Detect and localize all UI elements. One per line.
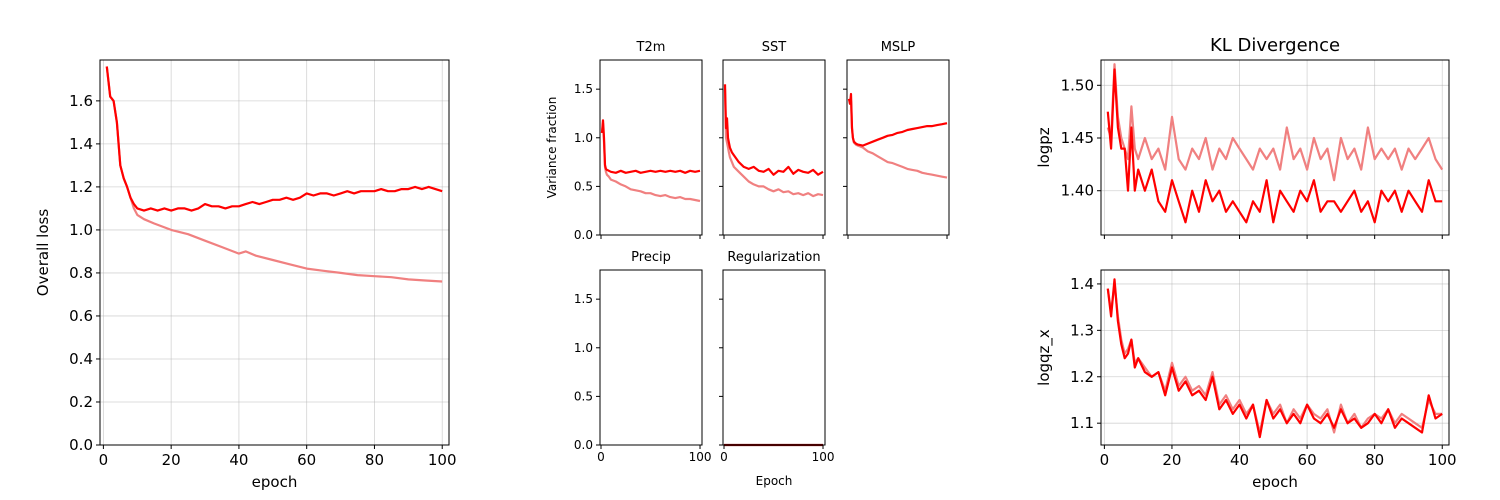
series-line-1 <box>723 84 824 176</box>
series-line-1 <box>847 92 948 147</box>
panel-title: T2m <box>636 40 666 55</box>
y-tick-label: 0.0 <box>574 228 593 242</box>
y-tick-label: 1.3 <box>1070 321 1094 339</box>
series-line-0 <box>1106 63 1444 182</box>
series-line-1 <box>105 66 443 212</box>
series-line-0 <box>1106 282 1443 434</box>
panel-precip: 0 100 0.0 0.5 1.0 1.5 Precip <box>574 250 712 464</box>
series-line-1 <box>1106 278 1443 439</box>
y-tick-label: 0.0 <box>574 438 593 452</box>
y-tick-label: 1.6 <box>69 92 93 110</box>
axes-frame <box>1100 59 1450 236</box>
x-tick-label: 0 <box>1100 451 1110 469</box>
x-tick-label: 100 <box>689 450 712 464</box>
y-tick-label: 0.2 <box>69 393 93 411</box>
y-tick-label: 0.0 <box>69 436 93 454</box>
y-tick-label: 1.50 <box>1061 76 1094 94</box>
x-tick-label: 100 <box>428 451 457 469</box>
axes-frame <box>722 269 826 446</box>
y-axis-label: Variance fraction <box>545 97 559 199</box>
y-tick-label: 1.45 <box>1061 129 1094 147</box>
y-tick-label: 1.2 <box>69 178 93 196</box>
panel-mslp: MSLP <box>843 40 950 239</box>
axes-frame <box>1100 269 1450 446</box>
panel-title: SST <box>762 40 787 55</box>
x-axis-label: Epoch <box>756 474 793 488</box>
axes-frame <box>846 59 950 236</box>
series-line-0 <box>600 122 701 203</box>
x-tick-label: 20 <box>162 451 181 469</box>
y-axis-label: logpz <box>1035 127 1053 167</box>
y-tick-label: 1.0 <box>574 131 593 145</box>
y-axis-label: Overall loss <box>34 209 52 297</box>
x-tick-label: 40 <box>1230 451 1249 469</box>
y-tick-label: 0.5 <box>574 389 593 403</box>
x-tick-label: 60 <box>297 451 316 469</box>
y-tick-label: 0.6 <box>69 307 93 325</box>
y-tick-label: 0.4 <box>69 350 93 368</box>
y-tick-label: 1.4 <box>1070 275 1094 293</box>
series-line-1 <box>1106 68 1443 224</box>
panel-regularization: 0 100 Regularization Epoch <box>719 250 834 488</box>
y-tick-label: 1.4 <box>69 135 93 153</box>
y-tick-label: 1.5 <box>574 82 593 96</box>
panel-logpz: 1.40 1.45 1.50 KL Divergence logpz <box>1035 35 1450 239</box>
x-tick-label: 80 <box>365 451 384 469</box>
panel-logqz_x: 0 20 40 60 80 100 1.1 1.2 1.3 1.4 epoch logqz_x <box>1035 269 1457 491</box>
x-tick-label: 20 <box>1162 451 1181 469</box>
y-tick-label: 0.8 <box>69 264 93 282</box>
series-line-0 <box>723 89 824 198</box>
x-tick-label: 100 <box>1428 451 1457 469</box>
axes-frame <box>99 59 450 446</box>
x-tick-label: 60 <box>1298 451 1317 469</box>
x-axis-label: epoch <box>252 473 298 491</box>
panel-t2m: 0.0 0.5 1.0 1.5 T2m Variance fraction <box>545 40 703 242</box>
y-tick-label: 1.0 <box>574 341 593 355</box>
x-tick-label: 0 <box>720 450 728 464</box>
panel-title: KL Divergence <box>1210 35 1340 56</box>
axes-frame <box>599 269 703 446</box>
axes-frame <box>599 59 703 236</box>
panel-overall: 0 20 40 60 80 100 0.0 0.2 0.4 0.6 0.8 1.0 1.2 1.4 1.6 e… <box>34 59 457 491</box>
y-axis-label: logqz_x <box>1035 329 1054 386</box>
panel-title: Precip <box>631 250 671 265</box>
series-line-0 <box>847 98 948 179</box>
axes-frame <box>722 59 826 236</box>
series-line-0 <box>105 66 443 283</box>
y-tick-label: 0.5 <box>574 179 593 193</box>
x-tick-label: 0 <box>99 451 109 469</box>
panel-title: Regularization <box>727 250 820 265</box>
y-tick-label: 1.5 <box>574 292 593 306</box>
x-tick-label: 80 <box>1365 451 1384 469</box>
x-tick-label: 40 <box>229 451 248 469</box>
y-tick-label: 1.1 <box>1070 414 1094 432</box>
y-tick-label: 1.2 <box>1070 368 1094 386</box>
y-tick-label: 1.0 <box>69 221 93 239</box>
x-tick-label: 0 <box>597 450 605 464</box>
x-tick-label: 100 <box>812 450 835 464</box>
x-axis-label: epoch <box>1252 473 1298 491</box>
y-tick-label: 1.40 <box>1061 182 1094 200</box>
panel-sst: SST <box>719 40 826 239</box>
panel-title: MSLP <box>881 40 916 55</box>
series-line-1 <box>600 119 701 174</box>
